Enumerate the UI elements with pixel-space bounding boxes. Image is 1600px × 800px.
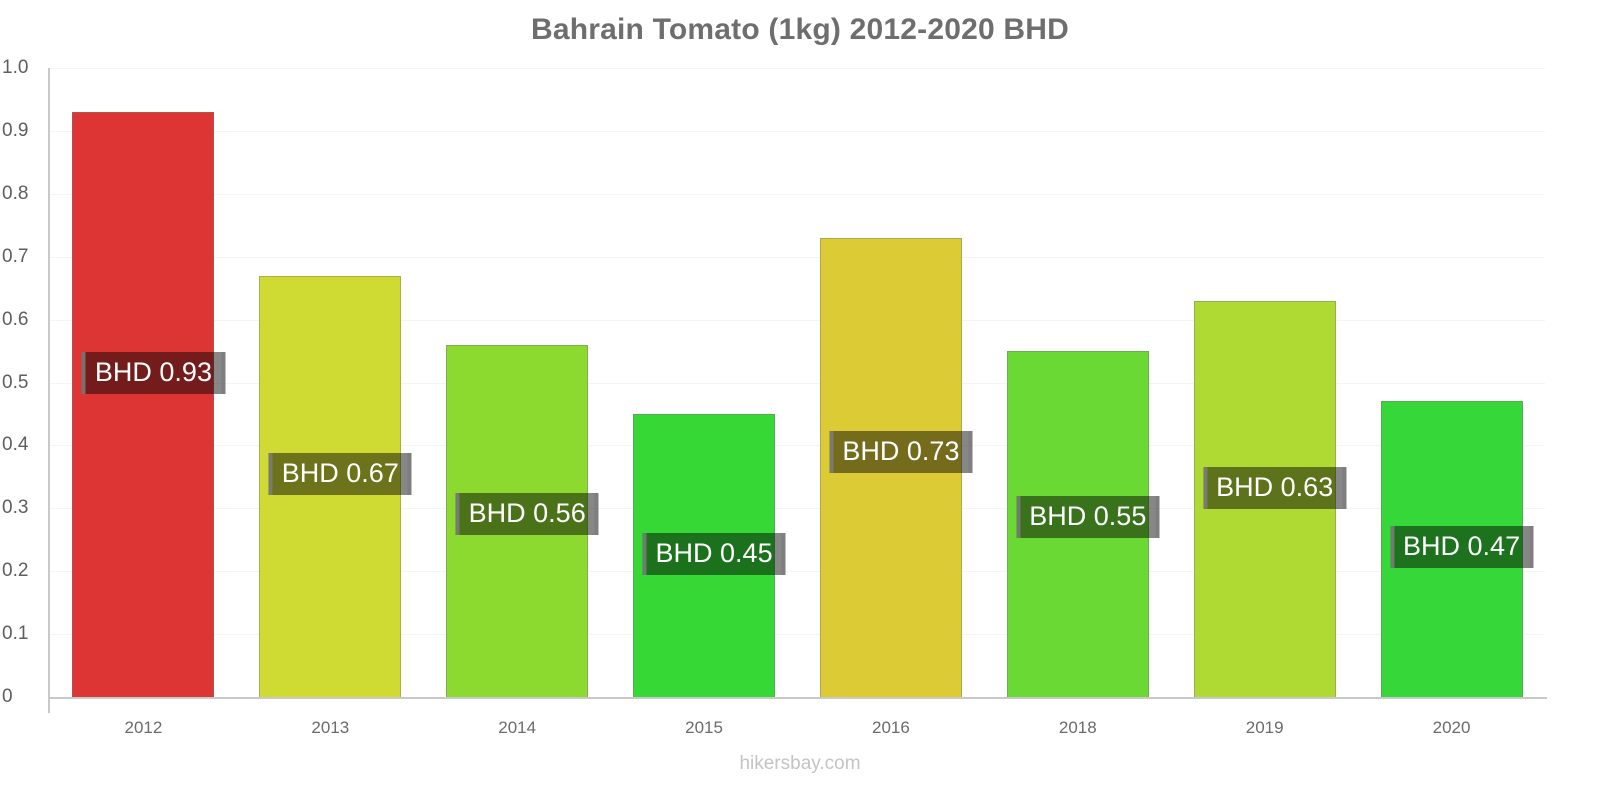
bar-value-label-2019: BHD 0.63 — [1203, 467, 1347, 510]
x-axis-line — [48, 697, 1547, 699]
gridline — [50, 634, 1545, 636]
x-tick-label-2016: 2016 — [872, 718, 910, 737]
bar-value-label-2012: BHD 0.93 — [81, 352, 225, 395]
x-axis-origin-tick — [48, 699, 50, 713]
gridline — [50, 445, 1545, 447]
y-tick-label: 0.2 — [2, 560, 29, 582]
x-tick-label-2015: 2015 — [685, 718, 723, 737]
y-tick-label: 1.0 — [2, 57, 29, 78]
bar-value-label-2016: BHD 0.73 — [829, 430, 973, 473]
bar-2020[interactable] — [1380, 401, 1523, 697]
plot-area: BHD 0.93 BHD 0.67 BHD 0.56 BHD 0.45 BHD 0.73… — [50, 68, 1545, 697]
y-tick-label: 0.3 — [2, 497, 29, 519]
y-tick-label: 0.4 — [2, 434, 29, 456]
y-tick-label: 0.6 — [2, 308, 29, 330]
x-tick-label-2013: 2013 — [311, 718, 350, 737]
bar-value-label-2015: BHD 0.45 — [642, 532, 786, 575]
y-tick-label: 0 — [2, 686, 13, 707]
bar-2013[interactable] — [259, 275, 402, 697]
bar-2018[interactable] — [1006, 351, 1149, 697]
gridline — [50, 130, 1545, 132]
x-tick-label-2018: 2018 — [1058, 718, 1097, 737]
y-tick-label: 0.8 — [2, 182, 29, 204]
bar-2016[interactable] — [819, 237, 962, 697]
gridline — [50, 508, 1545, 510]
y-axis-line — [48, 68, 50, 699]
bar-2015[interactable] — [633, 413, 776, 697]
x-tick-label-2019: 2019 — [1245, 718, 1284, 737]
watermark-text: hikersbay.com — [739, 753, 861, 774]
gridline — [50, 571, 1545, 573]
x-tick-label-2014: 2014 — [498, 718, 537, 737]
bar-value-label-2013: BHD 0.67 — [268, 452, 412, 495]
x-tick-label-2020: 2020 — [1432, 718, 1471, 737]
y-tick-label: 0.1 — [2, 623, 29, 645]
y-axis: 1.0 0.9 0.8 0.7 0.6 0.5 0.4 0.3 0.2 0.1 0 — [0, 0, 44, 800]
bar-2014[interactable] — [446, 344, 589, 697]
bar-2019[interactable] — [1193, 300, 1336, 697]
chart-title: Bahrain Tomato (1kg) 2012-2020 BHD — [530, 13, 1070, 46]
x-tick-label-2012: 2012 — [124, 718, 163, 737]
y-tick-label: 0.9 — [2, 119, 29, 141]
gridline — [50, 319, 1545, 321]
y-tick-label: 0.7 — [2, 245, 29, 267]
gridline — [50, 256, 1545, 258]
bar-value-label-2018: BHD 0.55 — [1016, 496, 1160, 539]
gridline — [50, 193, 1545, 195]
bar-2012[interactable] — [72, 112, 215, 697]
gridline — [50, 382, 1545, 384]
y-tick-label: 0.5 — [2, 371, 29, 393]
bar-value-label-2020: BHD 0.47 — [1390, 525, 1534, 568]
gridline — [50, 68, 1545, 69]
bar-value-label-2014: BHD 0.56 — [455, 492, 599, 535]
